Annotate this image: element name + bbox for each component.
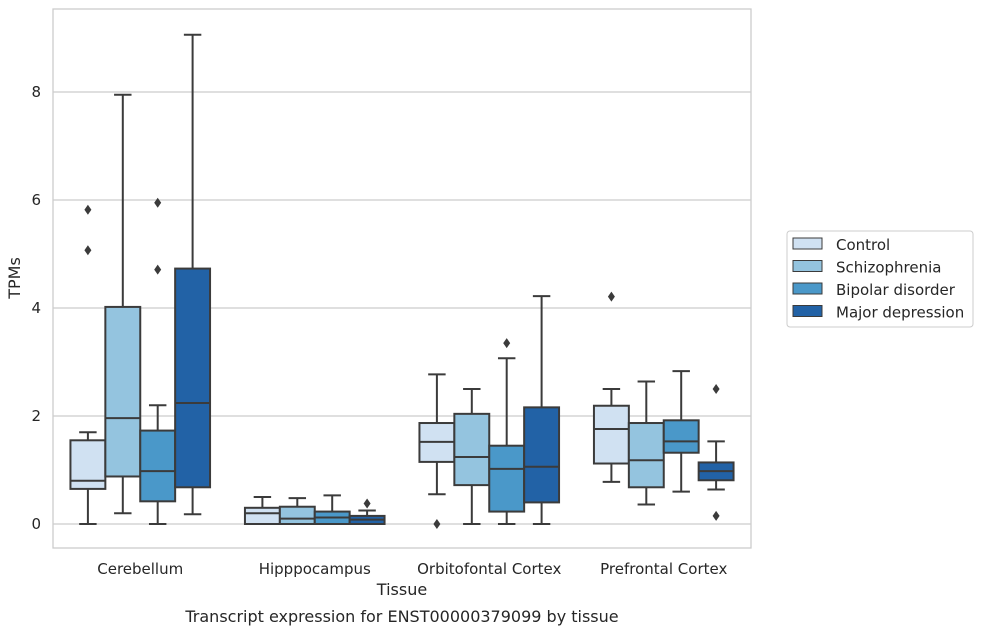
legend-label: Bipolar disorder [836,281,956,299]
legend-frame [786,230,974,328]
box-major-depression [348,498,386,526]
box-iqr [453,412,491,487]
box-iqr [592,404,630,465]
outlier-point [154,264,162,275]
box-major-depression [523,295,561,525]
y-tick-label: 4 [31,299,41,317]
box-iqr [627,422,665,489]
outlier-point [433,519,441,529]
outlier-point [712,384,720,394]
y-tick-label: 8 [31,83,41,101]
box-schizophrenia [104,93,142,515]
outlier-point [154,197,162,208]
box-iqr [139,429,177,503]
x-tick-label: Hipppocampus [259,560,371,578]
box-schizophrenia [453,388,491,525]
box-bipolar-disorder [662,370,700,493]
outlier-point [84,245,92,256]
outlier-point [363,498,371,509]
y-tick-labels: 0 2 4 6 8 [31,83,41,533]
legend-label: Control [836,236,890,254]
plot-frame [52,8,752,549]
box-iqr [523,406,561,504]
legend-label: Schizophrenia [836,259,941,277]
legend-swatch [792,282,823,295]
y-tick-label: 6 [31,191,41,209]
box-iqr [104,305,142,478]
box-control [69,204,107,525]
box-control [418,373,456,529]
legend: Control Schizophrenia Bipolar disorder Majo… [786,230,974,328]
box-iqr [243,506,281,525]
box-iqr [488,444,526,513]
box-iqr [278,505,316,526]
chart-caption: Transcript expression for ENST0000037909… [184,607,618,626]
y-tick-label: 2 [31,407,41,425]
legend-swatch [792,260,823,272]
box-control [243,496,281,525]
box-control [592,291,630,483]
box-bipolar-disorder [313,494,351,525]
box-major-depression [174,33,212,516]
legend-label: Major depression [836,304,964,322]
grid-lines [53,91,751,525]
outlier-point [84,204,92,215]
x-tick-label: Prefrontal Cortex [600,560,727,578]
y-axis-label: TPMs [5,257,24,300]
x-tick-label: Orbitofontal Cortex [417,560,561,578]
box-schizophrenia [627,380,665,506]
outlier-point [607,291,615,302]
box-series [69,33,735,529]
outlier-point [712,510,720,521]
x-tick-labels: Cerebellum Hipppocampus Orbitofontal Corte… [97,560,727,578]
box-iqr [174,267,212,489]
box-bipolar-disorder [139,197,177,525]
box-iqr [662,419,700,454]
box-major-depression [697,384,735,521]
x-axis-label: Tissue [376,580,427,599]
legend-swatch [792,237,823,250]
x-tick-label: Cerebellum [97,560,183,578]
y-tick-label: 0 [31,515,41,533]
outlier-point [503,338,511,349]
legend-swatch [792,305,823,317]
